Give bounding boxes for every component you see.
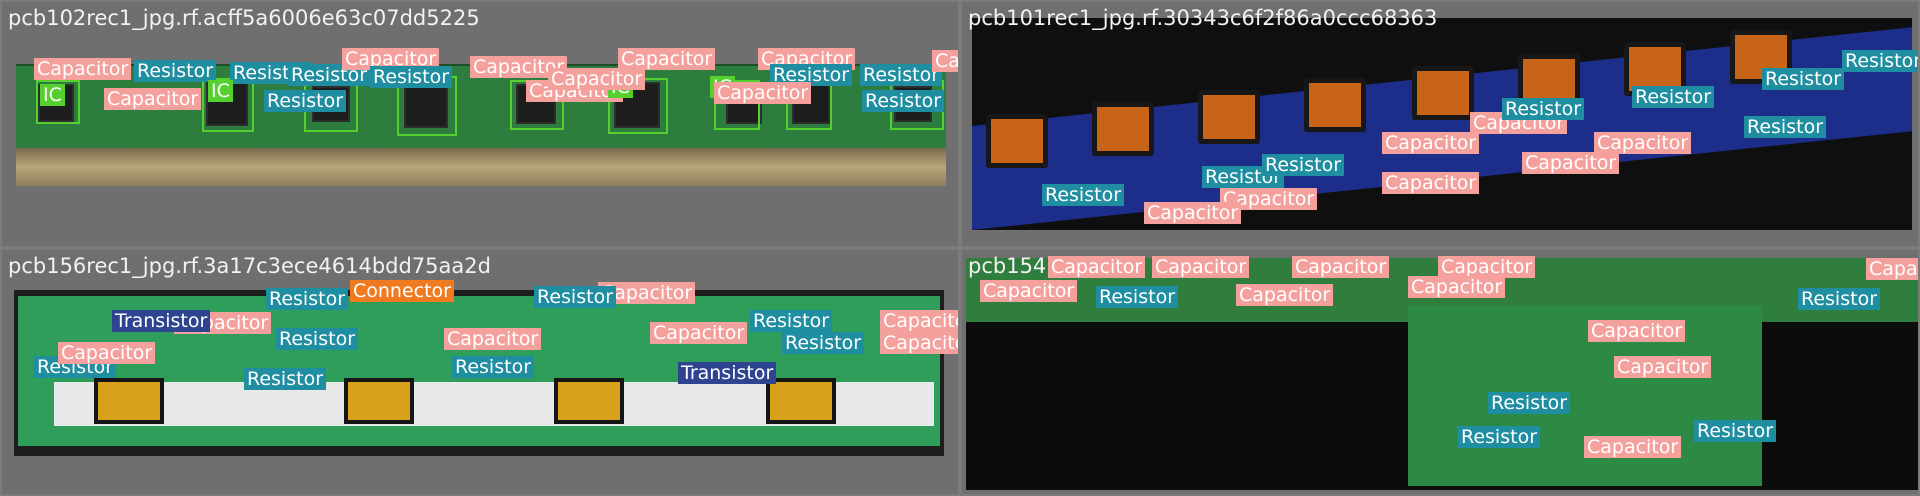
label-capacitor: Capacitor — [618, 48, 716, 70]
label-capacitor: Capacitor — [880, 332, 958, 354]
panel-title: pcb102rec1_jpg.rf.acff5a6006e63c07dd5225 — [8, 6, 480, 30]
label-capacitor: Capacitor — [444, 328, 542, 350]
label-resistor: Resistor — [1744, 116, 1826, 138]
label-resistor: Resistor — [1488, 392, 1570, 414]
label-resistor: Resistor — [1694, 420, 1776, 442]
label-resistor: Resistor — [770, 64, 852, 86]
label-capacitor: Capacitor — [1588, 320, 1686, 342]
pcb-edge-connector — [16, 148, 946, 186]
label-capacitor: Capacitor — [1382, 132, 1480, 154]
label-capacitor: Capacitor — [714, 82, 812, 104]
label-capacitor: Capacitor — [470, 56, 568, 78]
label-resistor: Resistor — [1502, 98, 1584, 120]
label-connector: Connector — [350, 280, 454, 302]
label-resistor: Resistor — [534, 286, 616, 308]
label-resistor: Resistor — [1262, 154, 1344, 176]
label-resistor: Resistor — [1458, 426, 1540, 448]
label-capacitor: Capacitor — [1614, 356, 1712, 378]
label-ic: IC — [208, 80, 233, 102]
label-resistor: Resistor — [1762, 68, 1844, 90]
label-transistor: Transistor — [112, 310, 211, 332]
label-resistor: Resistor — [862, 90, 944, 112]
label-resistor: Resistor — [782, 332, 864, 354]
label-resistor: Resistor — [134, 60, 216, 82]
label-resistor: Resistor — [1096, 286, 1178, 308]
label-capacitor: Capacitor — [1236, 284, 1334, 306]
label-capacitor: Capacitor — [1292, 256, 1390, 278]
label-transistor: Transistor — [678, 362, 777, 384]
label-capacitor: Capacitor — [598, 282, 696, 304]
label-resistor: Resistor — [1842, 50, 1918, 72]
label-capacitor: Capacitor — [1382, 172, 1480, 194]
label-resistor: Resistor — [860, 64, 942, 86]
image-panel-3: pcb156rec1_jpg.rf.3a17c3ece4614bdd75aa2d… — [2, 250, 958, 494]
label-capacitor: Capacitor — [980, 280, 1078, 302]
label-capacitor: Capacitor — [1438, 256, 1536, 278]
label-capacitor: Capacitor — [650, 322, 748, 344]
label-resistor: Resistor — [370, 66, 452, 88]
label-capacitor: Capacitor — [1048, 256, 1146, 278]
label-ic: IC — [40, 84, 65, 106]
label-capacitor: Capacitor — [1866, 258, 1918, 280]
pcb-board-image — [966, 258, 1918, 490]
label-capacitor: Capacitor — [1408, 276, 1506, 298]
image-panel-4: pcb154 Capacitor Capacitor Capacitor Cap… — [962, 250, 1918, 494]
label-capacitor: Capacitor — [1144, 202, 1242, 224]
label-capacitor: Capacitor — [58, 342, 156, 364]
label-capacitor: Capacitor — [34, 58, 132, 80]
label-resistor: Resistor — [452, 356, 534, 378]
panel-title: pcb156rec1_jpg.rf.3a17c3ece4614bdd75aa2d — [8, 254, 491, 278]
label-capacitor: Capacitor — [342, 48, 440, 70]
label-resistor: Resistor — [264, 90, 346, 112]
label-capacitor: Capacitor — [1220, 188, 1318, 210]
label-capacitor: Capacitor — [932, 50, 958, 72]
label-resistor: Resistor — [750, 310, 832, 332]
label-resistor: Resistor — [1042, 184, 1124, 206]
label-capacitor: Capacitor — [1522, 152, 1620, 174]
label-capacitor: Capacitor — [1594, 132, 1692, 154]
label-capacitor: Capacitor — [1152, 256, 1250, 278]
label-resistor: Resistor — [266, 288, 348, 310]
label-resistor: Resistor — [244, 368, 326, 390]
label-capacitor: Capacitor — [1584, 436, 1682, 458]
label-resistor: Resistor — [1798, 288, 1880, 310]
label-capacitor: Capacitor — [548, 68, 646, 90]
image-panel-2: pcb101rec1_jpg.rf.30343c6f2f86a0ccc68363… — [962, 2, 1918, 246]
label-capacitor: Capacitor — [880, 310, 958, 332]
panel-title: pcb154 — [968, 254, 1047, 278]
image-panel-1: pcb102rec1_jpg.rf.acff5a6006e63c07dd5225… — [2, 2, 958, 246]
label-capacitor: Capacitor — [104, 88, 202, 110]
panel-title: pcb101rec1_jpg.rf.30343c6f2f86a0ccc68363 — [968, 6, 1438, 30]
label-resistor: Resistor — [1632, 86, 1714, 108]
label-resistor: Resistor — [276, 328, 358, 350]
